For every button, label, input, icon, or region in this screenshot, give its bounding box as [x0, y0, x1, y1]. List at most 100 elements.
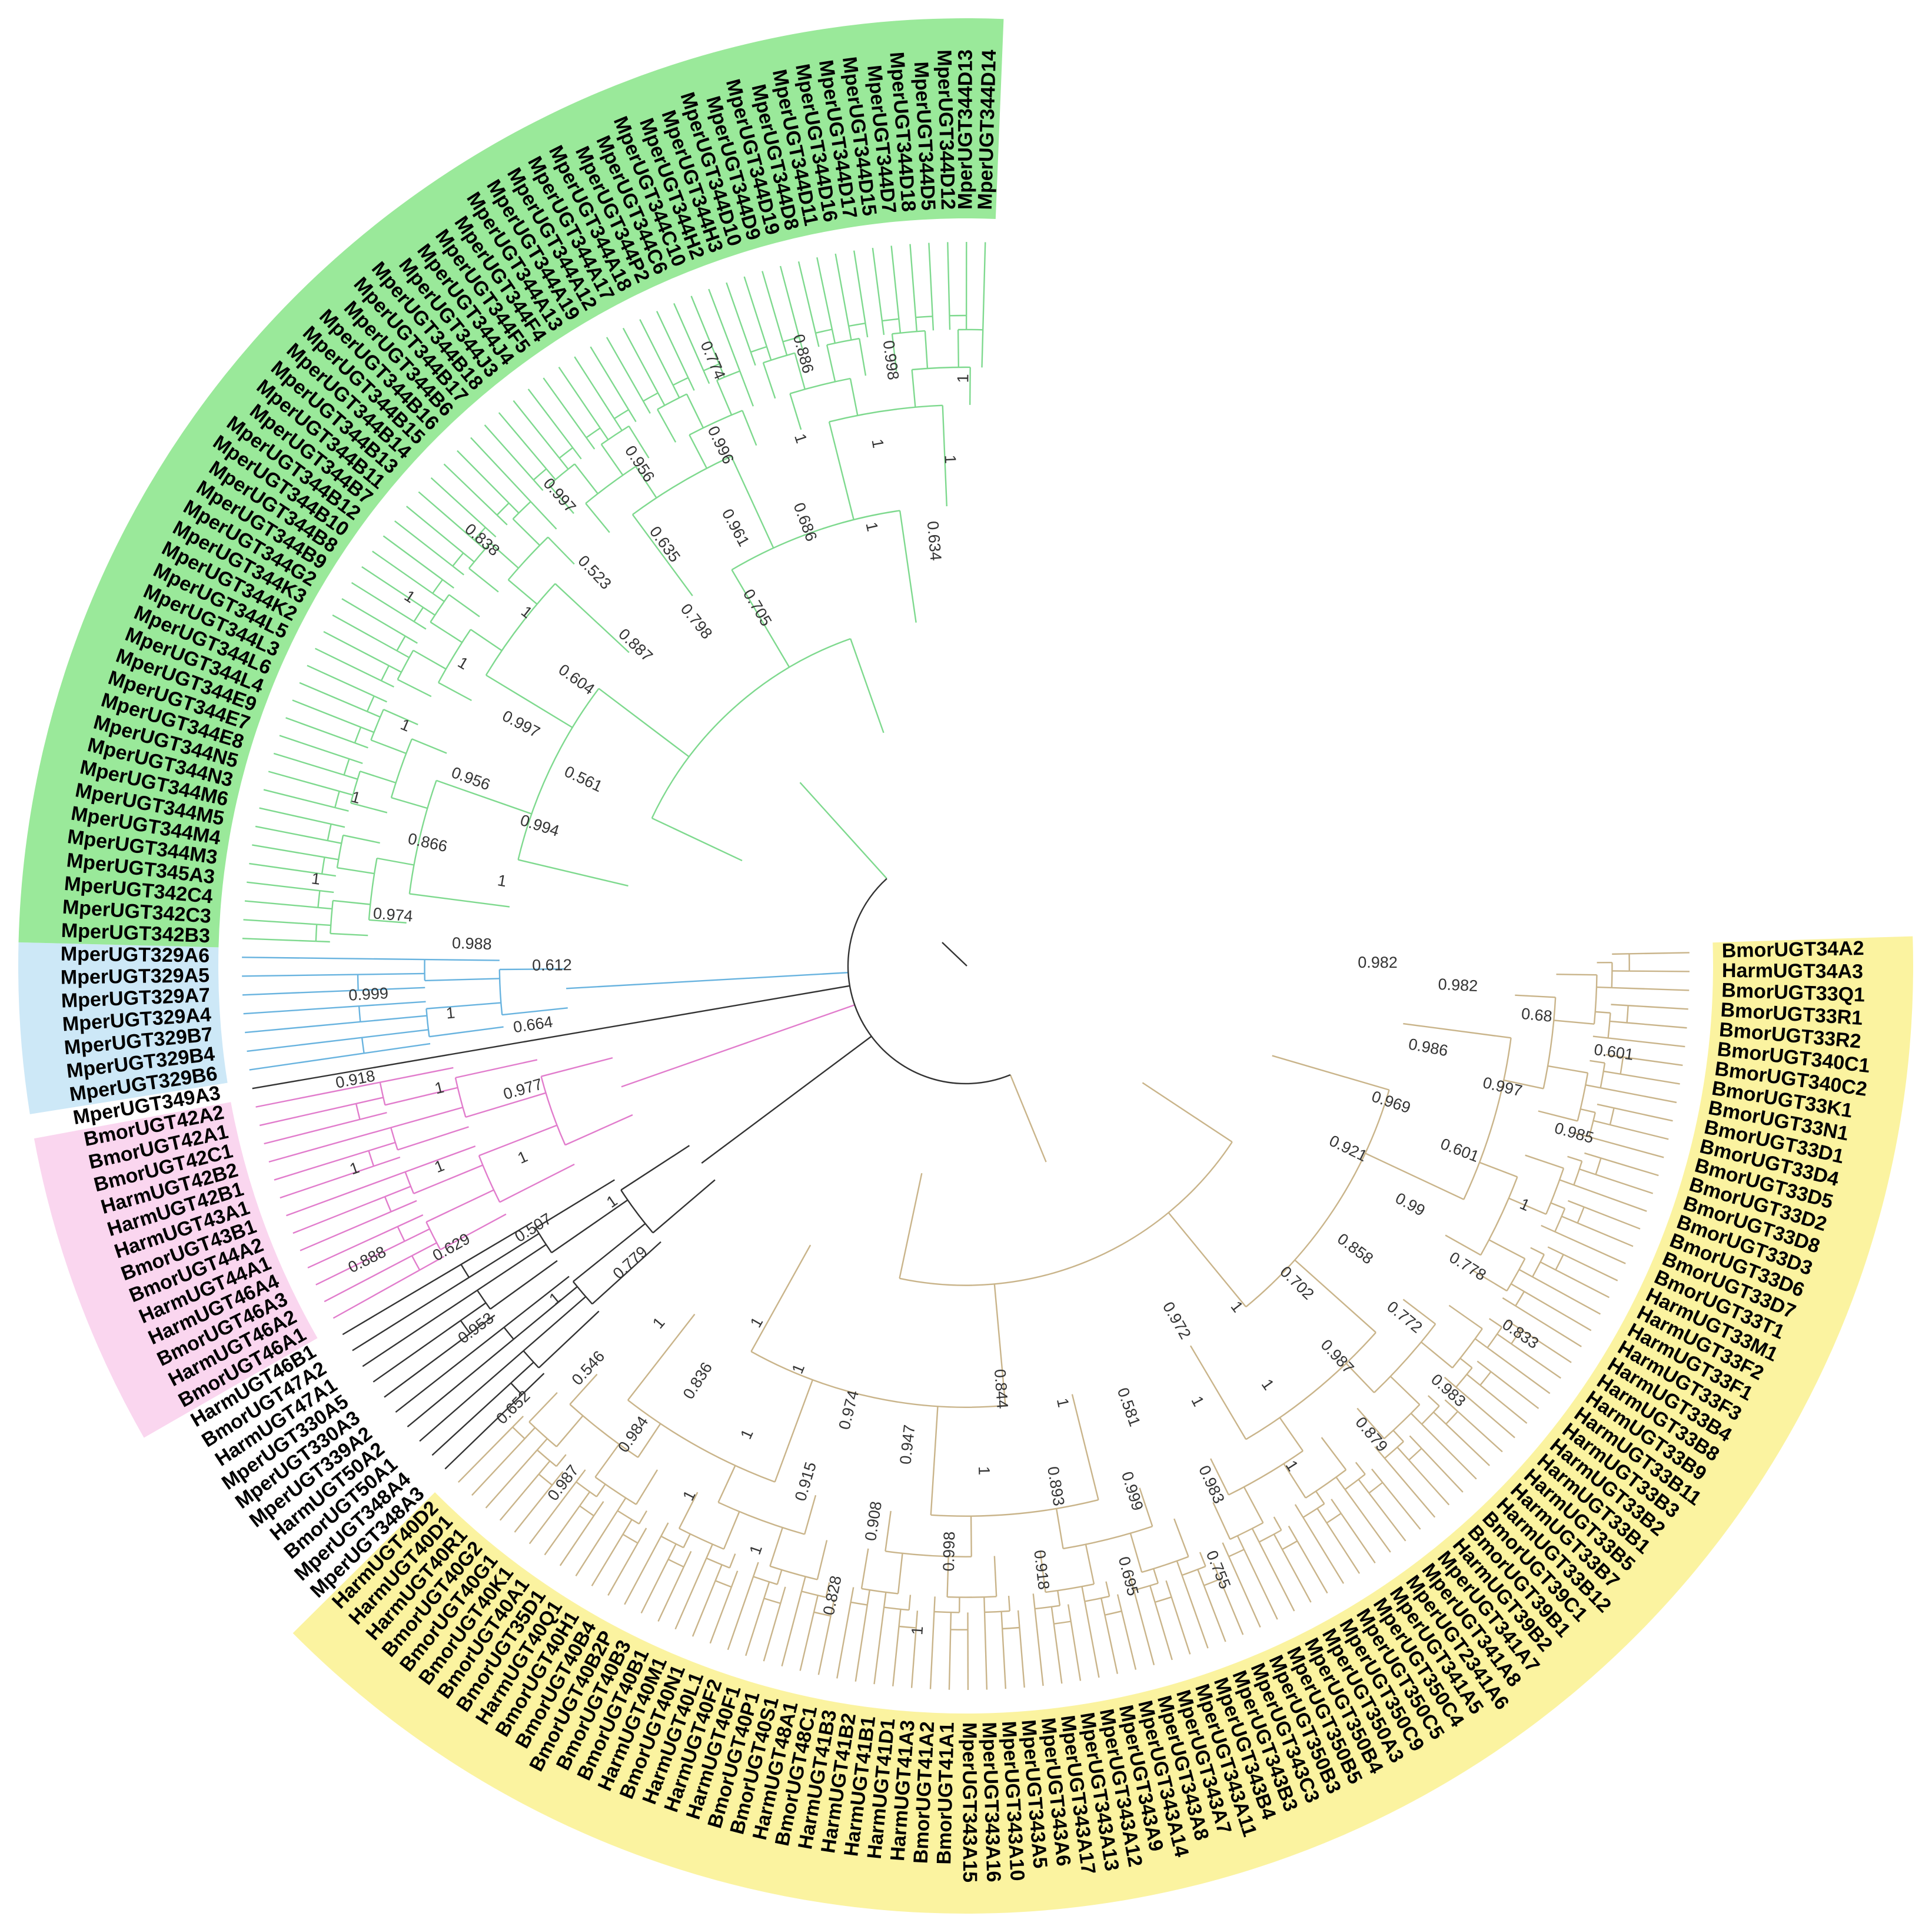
branch-stem	[660, 1522, 669, 1537]
branch-tip	[255, 1081, 381, 1108]
branch-stem	[667, 1543, 677, 1560]
branch-tip	[315, 647, 382, 682]
branch-stem	[850, 1587, 854, 1603]
branch-clade-root	[640, 985, 850, 1022]
support-value: 0.507	[511, 1210, 554, 1246]
branch-arc	[1487, 1326, 1503, 1349]
support-value: 0.798	[677, 600, 716, 643]
support-value: 0.68	[1521, 1005, 1553, 1025]
branch-stem	[360, 771, 397, 783]
branch-stem	[1554, 1020, 1595, 1025]
branch-stem	[1355, 1462, 1366, 1475]
branch-stem	[831, 329, 836, 344]
branch-stem	[499, 1163, 575, 1203]
branch-stem	[1459, 1357, 1473, 1369]
branch-tip	[373, 1320, 461, 1383]
branch-stem	[556, 1415, 584, 1447]
branch-tip	[1445, 1423, 1490, 1466]
support-value: 1	[746, 1543, 766, 1557]
branch-stem	[440, 1213, 507, 1251]
branch-stem	[1116, 1594, 1123, 1612]
branch-tip	[405, 506, 464, 554]
branch-arc	[1554, 1208, 1566, 1232]
branch-tip	[249, 862, 322, 875]
branch-arc	[1245, 1090, 1390, 1308]
branch-stem	[942, 405, 948, 507]
branch-tip	[853, 250, 866, 324]
branch-tip	[513, 400, 560, 459]
branch-arc	[763, 352, 795, 364]
branch-stem	[536, 1438, 548, 1451]
branch-stem	[689, 434, 707, 469]
branch-tip	[252, 844, 325, 858]
branch-stem	[368, 919, 407, 924]
clade-sector-blue	[18, 942, 228, 1114]
branch-arc	[430, 594, 450, 623]
branch-stem	[591, 1241, 661, 1305]
branch-stem	[1584, 1152, 1601, 1159]
branch-arc	[1305, 1469, 1347, 1499]
branch-stem	[1365, 1153, 1464, 1200]
branch-stem	[478, 1124, 557, 1157]
support-value: 0.772	[1384, 1298, 1425, 1337]
branch-tip	[279, 735, 350, 760]
branch-stem	[384, 1087, 458, 1106]
branch-tip	[307, 665, 375, 697]
branch-stem	[1497, 1333, 1512, 1344]
branch-stem	[359, 1001, 426, 1007]
branch-stem	[460, 1221, 533, 1266]
support-value: 1	[603, 1191, 620, 1211]
leaf-label: MperUGT329A6	[61, 943, 210, 967]
leaf-label: HarmUGT34A3	[1722, 959, 1863, 983]
branch-stem	[683, 1550, 692, 1568]
branch-stem	[530, 501, 557, 530]
branch-stem	[638, 1510, 648, 1525]
branch-arc	[523, 1350, 540, 1369]
branch-tip	[249, 1052, 364, 1071]
branch-stem	[627, 1313, 696, 1401]
branch-tip	[394, 520, 454, 567]
branch-stem	[847, 326, 852, 340]
support-value: 0.953	[455, 1309, 497, 1347]
branch-stem	[678, 1492, 699, 1529]
branch-stem	[1142, 1082, 1233, 1143]
branch-arc	[1573, 1161, 1583, 1186]
branch-arc	[1384, 1404, 1421, 1439]
branch-stem	[367, 710, 381, 718]
support-value: 0.629	[430, 1230, 473, 1264]
branch-arc	[496, 502, 510, 516]
branch-clade-root	[621, 1004, 855, 1088]
branch-stem	[1518, 1268, 1533, 1278]
support-value: 0.997	[540, 474, 579, 516]
branch-arc	[1384, 1441, 1404, 1459]
branch-tip	[470, 437, 531, 502]
branch-arc	[586, 427, 601, 439]
support-value: 0.601	[1593, 1041, 1635, 1064]
branch-stem	[1168, 1212, 1247, 1307]
branch-stem	[470, 1314, 496, 1334]
branch-stem	[730, 1570, 739, 1588]
branch-stem	[391, 796, 428, 809]
branch-stem	[613, 418, 623, 431]
branch-stem	[1471, 1269, 1508, 1292]
branch-tip	[431, 1382, 511, 1456]
branch-stem	[620, 1145, 690, 1191]
branch-arc	[673, 377, 689, 386]
support-value: 0.581	[1114, 1386, 1144, 1429]
branch-tip	[244, 900, 318, 908]
branch-arc	[579, 1505, 594, 1517]
support-value: 0.546	[568, 1347, 608, 1389]
branch-arc	[1445, 1410, 1458, 1425]
branch-stem	[1433, 1412, 1446, 1425]
branch-stem	[383, 709, 418, 726]
branch-stem	[538, 1310, 600, 1369]
branch-stem	[1502, 1297, 1516, 1307]
branch-stem	[318, 906, 332, 910]
branch-stem	[360, 1015, 427, 1023]
branch-tip	[1181, 1575, 1209, 1649]
branch-arc	[355, 1103, 361, 1120]
branch-arc	[437, 629, 471, 683]
branch-stem	[813, 1595, 819, 1613]
leaf-label: MperUGT343A16	[978, 1722, 1005, 1882]
branch-stem	[551, 1199, 629, 1254]
